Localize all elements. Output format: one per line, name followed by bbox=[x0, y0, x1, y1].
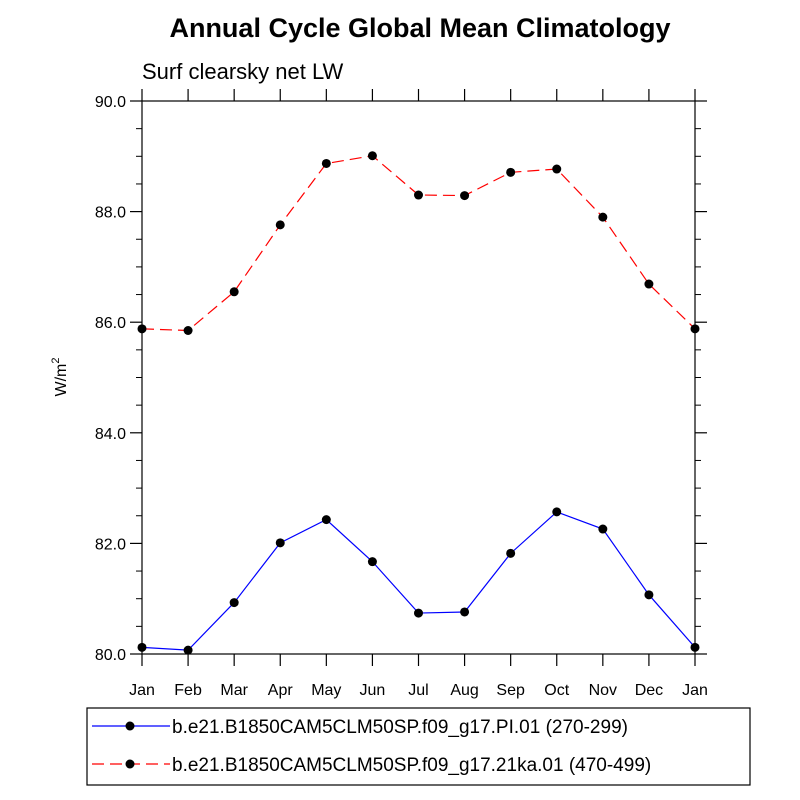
y-axis-label: W/m2 bbox=[50, 358, 70, 397]
x-tick-label: Aug bbox=[450, 682, 478, 699]
legend-label-2: b.e21.B1850CAM5CLM50SP.f09_g17.21ka.01 (… bbox=[172, 755, 651, 776]
legend-label-1: b.e21.B1850CAM5CLM50SP.f09_g17.PI.01 (27… bbox=[172, 717, 628, 738]
y-tick-label: 90.0 bbox=[95, 94, 126, 111]
x-tick-labels: Jan Feb Mar Apr May Jun Jul Aug Sep Oct Nov Dec Jan bbox=[129, 682, 708, 699]
x-tick-label: Sep bbox=[496, 682, 525, 699]
series-1-point bbox=[644, 590, 654, 600]
series-1-point bbox=[367, 557, 377, 567]
legend-marker-2 bbox=[125, 759, 135, 769]
y-tick-label: 80.0 bbox=[95, 647, 126, 664]
y-tick-label: 82.0 bbox=[95, 536, 126, 553]
x-tick-label: Oct bbox=[544, 682, 569, 699]
series-1-point bbox=[506, 548, 516, 558]
y-tick-label: 86.0 bbox=[95, 315, 126, 332]
legend: b.e21.B1850CAM5CLM50SP.f09_g17.PI.01 (27… bbox=[86, 707, 751, 786]
x-tick-label: Nov bbox=[589, 682, 617, 699]
plot-frame bbox=[141, 100, 696, 655]
x-tick-label: Feb bbox=[174, 682, 202, 699]
series-2-point bbox=[183, 325, 193, 335]
series-2-point bbox=[506, 167, 516, 177]
series-2-point bbox=[367, 151, 377, 161]
series-1-point bbox=[414, 608, 423, 618]
y-tick-label: 88.0 bbox=[95, 205, 126, 222]
series-2-point bbox=[321, 158, 331, 168]
series-line-1 bbox=[141, 511, 696, 651]
series-line-2 bbox=[141, 155, 696, 332]
series-2-point bbox=[275, 220, 285, 230]
series-1-point bbox=[321, 515, 331, 525]
x-tick-label: Dec bbox=[635, 682, 663, 699]
data-series bbox=[137, 151, 700, 655]
x-tick-label: Apr bbox=[268, 682, 294, 699]
axis-ticks bbox=[130, 89, 707, 666]
series-1-point bbox=[183, 645, 193, 655]
x-tick-label: May bbox=[311, 682, 341, 699]
x-tick-label: Jan bbox=[129, 682, 155, 699]
series-2-point bbox=[552, 164, 562, 174]
chart-subtitle: Surf clearsky net LW bbox=[142, 59, 344, 84]
series-2-point bbox=[644, 279, 654, 289]
y-axis-label-text: W/m bbox=[53, 364, 70, 397]
y-axis-label-superscript: 2 bbox=[50, 358, 62, 364]
chart-title: Annual Cycle Global Mean Climatology bbox=[169, 13, 670, 43]
x-tick-label: Jan bbox=[682, 682, 708, 699]
x-tick-label: Jul bbox=[408, 682, 428, 699]
series-2-point bbox=[414, 190, 423, 200]
x-tick-label: Mar bbox=[220, 682, 248, 699]
series-1-point bbox=[552, 507, 562, 517]
series-2-point bbox=[229, 287, 239, 297]
series-1-point bbox=[275, 538, 285, 548]
legend-box bbox=[86, 707, 751, 786]
series-2-point bbox=[598, 212, 608, 222]
series-1-point bbox=[460, 607, 470, 617]
x-tick-label: Jun bbox=[360, 682, 386, 699]
y-tick-label: 84.0 bbox=[95, 426, 126, 443]
legend-marker-1 bbox=[125, 721, 135, 731]
series-2-point bbox=[460, 191, 470, 201]
series-1-point bbox=[229, 598, 239, 608]
series-1-point bbox=[598, 524, 608, 534]
y-tick-labels: 80.0 82.0 84.0 86.0 88.0 90.0 bbox=[95, 94, 126, 664]
